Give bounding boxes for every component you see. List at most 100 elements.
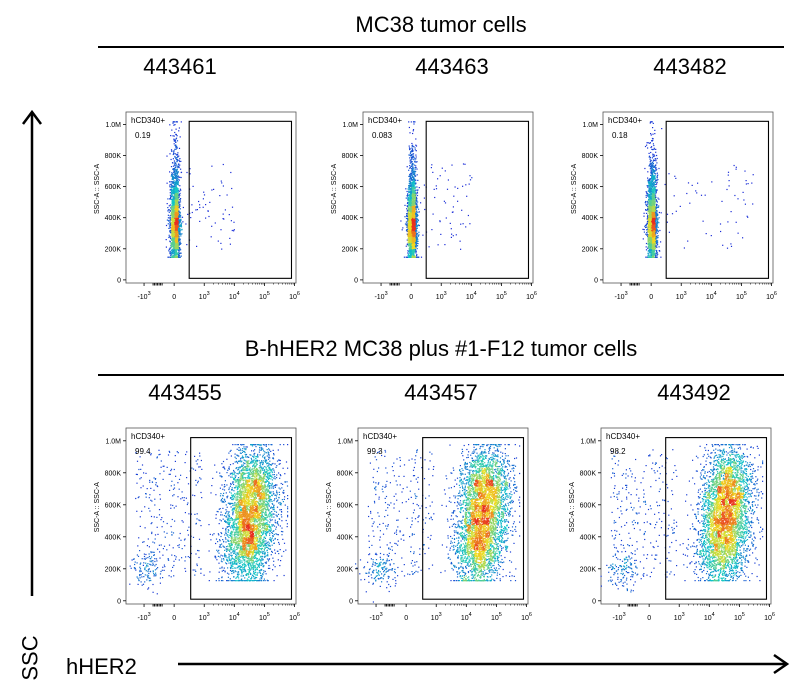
gate-value: 99.3 bbox=[367, 447, 383, 456]
group-title-mc38: MC38 tumor cells bbox=[98, 12, 784, 38]
y-tick-label: 600K bbox=[105, 184, 122, 191]
x-tick-label: 104 bbox=[466, 291, 477, 301]
y-axis-label: SSC-A :: SSC-A bbox=[569, 482, 576, 533]
y-tick-label: 400K bbox=[582, 215, 599, 222]
sample-id: 443492 bbox=[657, 380, 730, 406]
y-tick-label: 0 bbox=[349, 598, 353, 605]
x-tick-label: 106 bbox=[766, 291, 777, 301]
event-cloud bbox=[400, 121, 473, 258]
y-tick-label: 1.0M bbox=[105, 438, 121, 445]
gate-value: 99.4 bbox=[135, 447, 151, 456]
x-tick-label: 0 bbox=[649, 294, 653, 301]
y-tick-label: 800K bbox=[105, 470, 122, 477]
x-tick-label: 103 bbox=[199, 291, 210, 301]
y-tick-label: 400K bbox=[342, 215, 359, 222]
x-tick-label: 106 bbox=[289, 291, 300, 301]
x-tick-label: 106 bbox=[764, 612, 775, 622]
y-tick-label: 400K bbox=[337, 534, 354, 541]
sample-id: 443461 bbox=[143, 54, 216, 80]
y-tick-label: 400K bbox=[580, 534, 597, 541]
y-tick-label: 200K bbox=[342, 246, 359, 253]
flow-plot-443463: hCD340+ 0.083 0 200K 400K 600K 800K 1.0M SSC-A :… bbox=[331, 111, 537, 301]
gate-label: hCD340+ bbox=[368, 116, 402, 125]
y-axis-label: SSC-A :: SSC-A bbox=[94, 482, 101, 533]
x-tick-label: 103 bbox=[674, 612, 685, 622]
group-rule-mc38 bbox=[98, 46, 784, 48]
gate-label: hCD340+ bbox=[606, 432, 640, 441]
x-tick-label: 106 bbox=[521, 612, 532, 622]
event-cloud bbox=[129, 444, 289, 595]
gate-label: hCD340+ bbox=[131, 432, 165, 441]
x-tick-label: 0 bbox=[404, 615, 408, 622]
x-tick-label: -103 bbox=[137, 612, 150, 622]
plot-frame bbox=[362, 111, 534, 284]
x-tick-label: 105 bbox=[259, 612, 270, 622]
y-tick-label: 0 bbox=[594, 277, 598, 284]
x-tick-label: 103 bbox=[199, 612, 210, 622]
gate-box bbox=[190, 437, 293, 600]
group-title-bhher2: B-hHER2 MC38 plus #1-F12 tumor cells bbox=[98, 336, 784, 362]
y-tick-label: 800K bbox=[342, 153, 359, 160]
y-tick-label: 1.0M bbox=[342, 122, 358, 129]
y-axis-label: SSC-A :: SSC-A bbox=[94, 164, 101, 215]
gate-value: 0.19 bbox=[135, 131, 151, 140]
y-tick-label: 0 bbox=[354, 277, 358, 284]
x-tick-label: 104 bbox=[461, 612, 472, 622]
x-tick-label: -103 bbox=[612, 612, 625, 622]
y-tick-label: 800K bbox=[337, 470, 354, 477]
plot-frame bbox=[125, 427, 297, 605]
gate-box bbox=[188, 120, 293, 279]
y-axis-label: SSC-A :: SSC-A bbox=[326, 482, 333, 533]
y-tick-label: 200K bbox=[580, 566, 597, 573]
y-tick-label: 200K bbox=[337, 566, 354, 573]
x-tick-label: 103 bbox=[436, 291, 447, 301]
x-tick-label: 0 bbox=[647, 615, 651, 622]
gate-box bbox=[665, 437, 768, 600]
plot-frame bbox=[357, 427, 529, 605]
y-tick-label: 200K bbox=[582, 246, 599, 253]
y-tick-label: 1.0M bbox=[105, 122, 121, 129]
sample-id: 443457 bbox=[404, 380, 477, 406]
y-tick-label: 200K bbox=[105, 566, 122, 573]
plot-frame bbox=[602, 111, 774, 284]
y-tick-label: 1.0M bbox=[337, 438, 353, 445]
x-tick-label: 104 bbox=[704, 612, 715, 622]
hher2-axis-caption: hHER2 bbox=[66, 654, 137, 680]
y-tick-label: 0 bbox=[117, 598, 121, 605]
gate-value: 98.2 bbox=[610, 447, 626, 456]
sample-id: 443463 bbox=[415, 54, 488, 80]
y-tick-label: 0 bbox=[592, 598, 596, 605]
gate-label: hCD340+ bbox=[131, 116, 165, 125]
y-tick-label: 0 bbox=[117, 277, 121, 284]
gate-box bbox=[422, 437, 525, 600]
x-tick-label: 104 bbox=[706, 291, 717, 301]
gate-box bbox=[425, 120, 530, 279]
x-tick-label: -103 bbox=[614, 291, 627, 301]
y-tick-label: 400K bbox=[105, 534, 122, 541]
group-rule-bhher2 bbox=[98, 374, 784, 376]
y-tick-label: 200K bbox=[105, 246, 122, 253]
x-tick-label: 105 bbox=[259, 291, 270, 301]
y-tick-label: 600K bbox=[580, 502, 597, 509]
x-tick-label: 103 bbox=[676, 291, 687, 301]
y-tick-label: 800K bbox=[105, 153, 122, 160]
y-tick-label: 600K bbox=[582, 184, 599, 191]
gate-value: 0.18 bbox=[612, 131, 628, 140]
x-tick-label: -103 bbox=[374, 291, 387, 301]
plot-frame bbox=[125, 111, 297, 284]
y-tick-label: 600K bbox=[342, 184, 359, 191]
x-tick-label: 103 bbox=[431, 612, 442, 622]
x-tick-label: 0 bbox=[172, 615, 176, 622]
x-tick-label: 105 bbox=[496, 291, 507, 301]
gate-value: 0.083 bbox=[372, 131, 393, 140]
y-tick-label: 800K bbox=[582, 153, 599, 160]
y-tick-label: 1.0M bbox=[580, 438, 596, 445]
y-tick-label: 600K bbox=[105, 502, 122, 509]
x-tick-label: -103 bbox=[369, 612, 382, 622]
event-cloud bbox=[165, 121, 235, 258]
